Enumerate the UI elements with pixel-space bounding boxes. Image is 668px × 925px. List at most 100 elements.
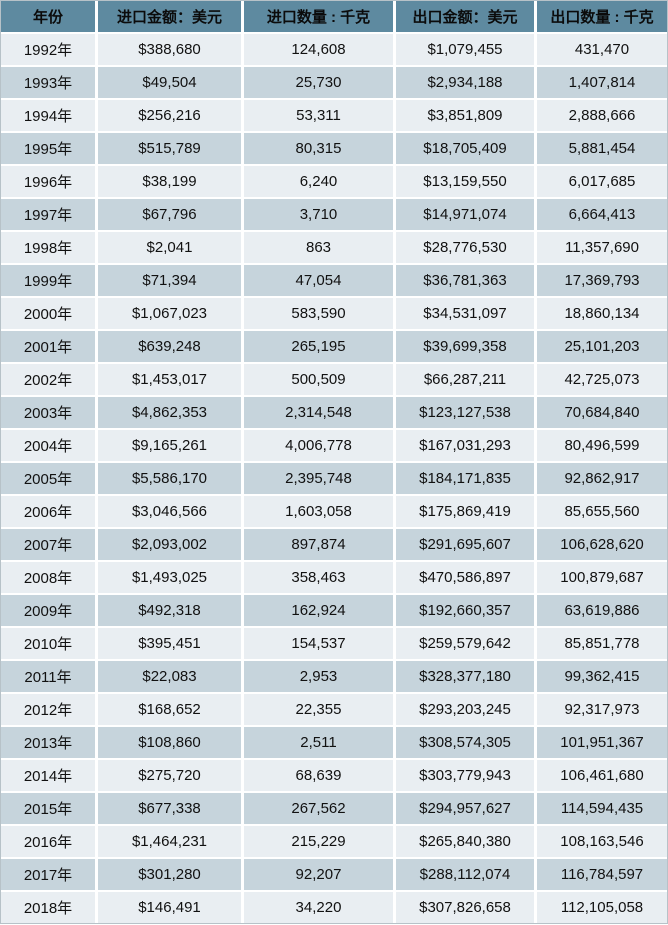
table-row: 2006年 $3,046,566 1,603,058 $175,869,419 85,6… xyxy=(1,496,667,529)
cell-export-amount: $192,660,357 xyxy=(396,595,537,628)
cell-import-amount: $639,248 xyxy=(98,331,244,364)
table-row: 1994年 $256,216 53,311 $3,851,809 2,888,666 xyxy=(1,100,667,133)
table-row: 2010年 $395,451 154,537 $259,579,642 85,851,7… xyxy=(1,628,667,661)
table-row: 2004年 $9,165,261 4,006,778 $167,031,293 80,4… xyxy=(1,430,667,463)
cell-export-amount: $294,957,627 xyxy=(396,793,537,826)
cell-year: 1996年 xyxy=(1,166,98,199)
cell-import-quantity: 267,562 xyxy=(244,793,396,826)
cell-import-amount: $22,083 xyxy=(98,661,244,694)
cell-export-amount: $291,695,607 xyxy=(396,529,537,562)
cell-export-amount: $184,171,835 xyxy=(396,463,537,496)
cell-import-quantity: 154,537 xyxy=(244,628,396,661)
cell-year: 2016年 xyxy=(1,826,98,859)
cell-year: 2011年 xyxy=(1,661,98,694)
column-header-export-amount: 出口金额：美元 xyxy=(396,1,537,34)
cell-export-amount: $288,112,074 xyxy=(396,859,537,892)
cell-import-quantity: 47,054 xyxy=(244,265,396,298)
table-row: 1996年 $38,199 6,240 $13,159,550 6,017,685 xyxy=(1,166,667,199)
cell-import-amount: $3,046,566 xyxy=(98,496,244,529)
cell-export-amount: $303,779,943 xyxy=(396,760,537,793)
cell-export-amount: $167,031,293 xyxy=(396,430,537,463)
cell-year: 1998年 xyxy=(1,232,98,265)
cell-export-quantity: 63,619,886 xyxy=(537,595,667,628)
cell-import-amount: $49,504 xyxy=(98,67,244,100)
cell-import-amount: $108,860 xyxy=(98,727,244,760)
header-row: 年份 进口金额：美元 进口数量 : 千克 出口金额：美元 出口数量 : 千克 xyxy=(1,1,667,34)
cell-import-amount: $395,451 xyxy=(98,628,244,661)
table-row: 1999年 $71,394 47,054 $36,781,363 17,369,793 xyxy=(1,265,667,298)
cell-import-amount: $9,165,261 xyxy=(98,430,244,463)
cell-year: 1999年 xyxy=(1,265,98,298)
table-row: 1992年 $388,680 124,608 $1,079,455 431,470 xyxy=(1,34,667,67)
cell-import-quantity: 162,924 xyxy=(244,595,396,628)
cell-import-quantity: 1,603,058 xyxy=(244,496,396,529)
cell-import-quantity: 4,006,778 xyxy=(244,430,396,463)
cell-export-amount: $123,127,538 xyxy=(396,397,537,430)
cell-import-quantity: 583,590 xyxy=(244,298,396,331)
cell-export-amount: $18,705,409 xyxy=(396,133,537,166)
cell-import-amount: $301,280 xyxy=(98,859,244,892)
cell-export-quantity: 92,862,917 xyxy=(537,463,667,496)
cell-export-quantity: 108,163,546 xyxy=(537,826,667,859)
cell-export-amount: $259,579,642 xyxy=(396,628,537,661)
cell-import-quantity: 215,229 xyxy=(244,826,396,859)
table-row: 2015年 $677,338 267,562 $294,957,627 114,594,… xyxy=(1,793,667,826)
cell-import-amount: $67,796 xyxy=(98,199,244,232)
cell-year: 2017年 xyxy=(1,859,98,892)
cell-import-quantity: 2,314,548 xyxy=(244,397,396,430)
table-row: 2013年 $108,860 2,511 $308,574,305 101,951,36… xyxy=(1,727,667,760)
cell-import-amount: $1,067,023 xyxy=(98,298,244,331)
cell-year: 2008年 xyxy=(1,562,98,595)
cell-year: 2013年 xyxy=(1,727,98,760)
table-body: 1992年 $388,680 124,608 $1,079,455 431,470 199… xyxy=(1,34,667,923)
column-header-year: 年份 xyxy=(1,1,98,34)
table-row: 2001年 $639,248 265,195 $39,699,358 25,101,20… xyxy=(1,331,667,364)
cell-import-amount: $71,394 xyxy=(98,265,244,298)
cell-year: 2010年 xyxy=(1,628,98,661)
cell-year: 2007年 xyxy=(1,529,98,562)
cell-export-quantity: 25,101,203 xyxy=(537,331,667,364)
cell-export-quantity: 100,879,687 xyxy=(537,562,667,595)
table-row: 2008年 $1,493,025 358,463 $470,586,897 100,87… xyxy=(1,562,667,595)
cell-import-quantity: 68,639 xyxy=(244,760,396,793)
cell-import-quantity: 863 xyxy=(244,232,396,265)
cell-export-quantity: 70,684,840 xyxy=(537,397,667,430)
cell-export-amount: $34,531,097 xyxy=(396,298,537,331)
table-row: 1993年 $49,504 25,730 $2,934,188 1,407,814 xyxy=(1,67,667,100)
cell-import-amount: $38,199 xyxy=(98,166,244,199)
cell-export-quantity: 106,461,680 xyxy=(537,760,667,793)
cell-import-amount: $1,453,017 xyxy=(98,364,244,397)
column-header-import-quantity: 进口数量 : 千克 xyxy=(244,1,396,34)
cell-import-amount: $2,041 xyxy=(98,232,244,265)
cell-year: 2018年 xyxy=(1,892,98,923)
cell-year: 2006年 xyxy=(1,496,98,529)
cell-import-quantity: 500,509 xyxy=(244,364,396,397)
cell-import-quantity: 358,463 xyxy=(244,562,396,595)
cell-import-amount: $4,862,353 xyxy=(98,397,244,430)
cell-export-quantity: 11,357,690 xyxy=(537,232,667,265)
cell-year: 1995年 xyxy=(1,133,98,166)
cell-export-amount: $3,851,809 xyxy=(396,100,537,133)
cell-import-amount: $146,491 xyxy=(98,892,244,923)
cell-export-amount: $1,079,455 xyxy=(396,34,537,67)
cell-export-quantity: 101,951,367 xyxy=(537,727,667,760)
cell-export-quantity: 431,470 xyxy=(537,34,667,67)
cell-year: 1994年 xyxy=(1,100,98,133)
cell-year: 1997年 xyxy=(1,199,98,232)
column-header-export-quantity: 出口数量 : 千克 xyxy=(537,1,667,34)
cell-import-quantity: 124,608 xyxy=(244,34,396,67)
table-row: 2012年 $168,652 22,355 $293,203,245 92,317,97… xyxy=(1,694,667,727)
cell-export-quantity: 5,881,454 xyxy=(537,133,667,166)
cell-export-amount: $293,203,245 xyxy=(396,694,537,727)
cell-import-amount: $515,789 xyxy=(98,133,244,166)
cell-export-quantity: 106,628,620 xyxy=(537,529,667,562)
cell-import-quantity: 22,355 xyxy=(244,694,396,727)
cell-year: 2000年 xyxy=(1,298,98,331)
table-row: 2002年 $1,453,017 500,509 $66,287,211 42,725,… xyxy=(1,364,667,397)
cell-year: 2009年 xyxy=(1,595,98,628)
cell-export-amount: $175,869,419 xyxy=(396,496,537,529)
cell-export-amount: $328,377,180 xyxy=(396,661,537,694)
cell-import-quantity: 2,511 xyxy=(244,727,396,760)
cell-export-quantity: 6,017,685 xyxy=(537,166,667,199)
